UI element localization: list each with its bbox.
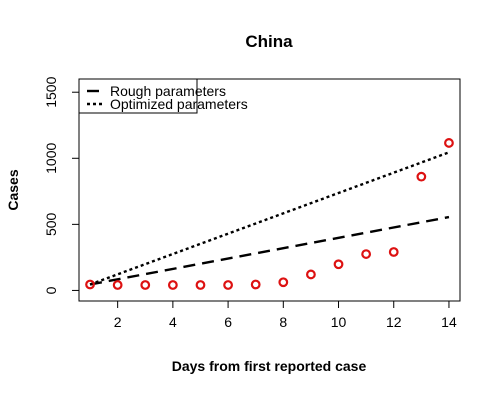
data-point bbox=[112, 280, 123, 290]
x-tick-label: 2 bbox=[114, 314, 122, 330]
y-tick-label: 500 bbox=[43, 212, 59, 236]
data-point bbox=[223, 280, 233, 290]
data-point bbox=[361, 249, 372, 259]
x-tick-label: 4 bbox=[169, 314, 177, 330]
legend-box bbox=[78, 78, 198, 114]
plot-layer bbox=[85, 138, 454, 290]
x-tick-label: 12 bbox=[386, 314, 402, 330]
y-tick-label: 1000 bbox=[43, 143, 59, 174]
data-point bbox=[444, 138, 454, 148]
data-point bbox=[85, 279, 95, 290]
data-point bbox=[416, 171, 427, 182]
rough-parameters-line bbox=[89, 215, 450, 286]
data-point bbox=[278, 277, 289, 288]
data-point bbox=[388, 247, 399, 257]
y-tick-label: 0 bbox=[43, 286, 59, 294]
legend-rough-label: Rough parameters bbox=[110, 83, 226, 99]
data-point bbox=[333, 259, 344, 270]
x-tick-label: 6 bbox=[224, 314, 232, 330]
data-point bbox=[167, 280, 178, 290]
optimized-parameters-line bbox=[89, 151, 450, 286]
legend-optimized-label: Optimized parameters bbox=[110, 96, 248, 112]
x-tick-label: 10 bbox=[331, 314, 347, 330]
y-axis-label: Cases bbox=[5, 169, 21, 210]
data-point bbox=[140, 280, 151, 290]
x-tick-label: 14 bbox=[441, 314, 457, 330]
x-axis-label: Days from first reported case bbox=[172, 358, 367, 374]
y-tick-label: 1500 bbox=[43, 76, 59, 107]
axis-layer: 2 4 6 8 10 12 14 0 500 1000 1500 bbox=[43, 76, 461, 330]
chart-title: China bbox=[245, 32, 293, 51]
data-point bbox=[306, 269, 316, 280]
data-point bbox=[250, 279, 261, 290]
x-tick-label: 8 bbox=[279, 314, 287, 330]
data-point bbox=[195, 280, 206, 290]
